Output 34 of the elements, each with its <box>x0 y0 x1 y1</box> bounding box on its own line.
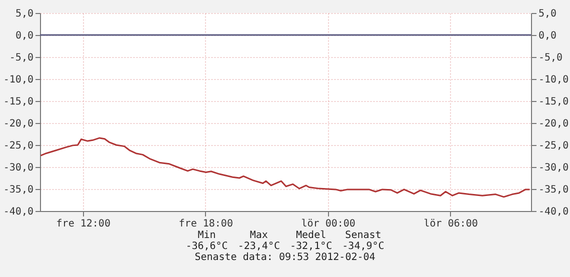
text: Senast <box>344 230 382 241</box>
x-tick-label: fre 18:00 <box>178 218 233 230</box>
x-tick-label: lör 06:00 <box>424 218 478 230</box>
y2-tick-label: -15,0 <box>538 96 569 108</box>
x-tick-label: lör 00:00 <box>301 218 356 230</box>
text: -23,4°C <box>238 241 280 252</box>
y-tick-label: 0,0 <box>15 30 34 42</box>
y2-tick-label: -35,0 <box>538 184 569 196</box>
y2-tick-label: -5,0 <box>538 52 563 64</box>
y2-tick-label: -25,0 <box>538 140 569 152</box>
y2-tick-label: -20,0 <box>538 118 569 130</box>
text: -34,9°C <box>342 241 384 252</box>
line-series <box>40 137 530 198</box>
y-tick-label: -20,0 <box>3 118 34 130</box>
text: Min <box>196 230 217 241</box>
text: -36,6°C <box>186 241 228 252</box>
y-tick-label: -30,0 <box>3 162 34 174</box>
text: Senaste data: 09:53 2012-02-04 <box>194 252 376 263</box>
y-tick-label: -40,0 <box>3 206 34 218</box>
y2-tick-label: -10,0 <box>538 74 569 86</box>
y-tick-label: -10,0 <box>3 74 34 86</box>
text: Medel <box>295 230 328 241</box>
x-tick-label: fre 12:00 <box>56 218 110 230</box>
text: Max <box>248 230 269 241</box>
y2-tick-label: 0,0 <box>538 30 557 42</box>
y-tick-label: -15,0 <box>3 96 34 108</box>
y-tick-label: -25,0 <box>3 140 34 152</box>
text: -32,1°C <box>290 241 332 252</box>
y2-tick-label: 5,0 <box>538 8 557 20</box>
y-tick-label: -35,0 <box>3 184 34 196</box>
y-tick-label: -5,0 <box>9 52 34 64</box>
y2-tick-label: -40,0 <box>538 206 569 218</box>
y-tick-label: 5,0 <box>15 8 34 20</box>
y2-tick-label: -30,0 <box>538 162 569 174</box>
